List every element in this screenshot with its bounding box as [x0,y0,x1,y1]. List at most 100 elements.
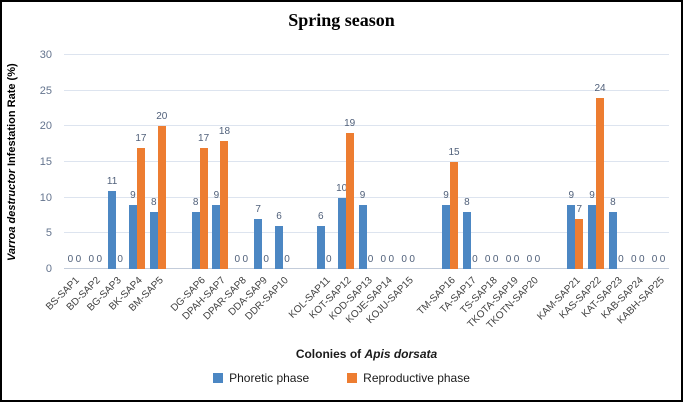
bar [450,162,459,269]
y-axis-title-italic: Varroa destructor [6,168,18,261]
bar-label: 0 [526,254,533,265]
bar-label: 0 [534,254,541,265]
y-tick-label: 10 [39,191,52,204]
y-tick-label: 30 [39,49,52,61]
bar [345,133,354,269]
bar-label: 0 [492,254,499,265]
plot-area: 0 0 BS-SAP1 0 0 BD-SAP2 11 0 BG-SAP3 9 17 BK-SAP4 8 2… [45,54,669,331]
bar-label: 8 [610,197,616,208]
legend-item-reproductive: Reproductive phase [347,371,470,385]
bar-label: 8 [192,197,199,208]
y-tick-label: 25 [39,84,52,97]
bar-label: 0 [242,254,249,265]
bar-label: 9 [130,190,136,201]
y-axis-tick-labels: 0 5 10 15 20 25 30 [24,49,58,275]
y-tick-label: 5 [45,227,52,240]
legend-swatch-phoretic-icon [213,373,224,383]
bar-label: 0 [326,254,332,265]
legend-swatch-reproductive-icon [347,373,358,383]
bar [108,191,117,269]
bar-label: 0 [88,254,95,265]
bar-label: 9 [213,190,220,201]
legend-label-reproductive: Reproductive phase [363,371,470,385]
bar-label: 11 [106,176,118,187]
chart-title: Spring season [288,10,395,30]
bar [128,205,137,269]
bar-label: 0 [513,254,520,265]
y-axis-title-rest: Infestation Rate (%) [6,63,18,169]
bar-label: 17 [135,133,147,144]
bar [149,212,158,269]
bar [316,226,325,269]
bar-label: 8 [464,197,470,208]
bar-label: 6 [276,211,282,222]
bar-label: 0 [284,254,290,265]
bar [337,198,346,269]
bar-label: 9 [568,190,574,201]
bar-label: 9 [443,190,449,201]
bar [191,212,200,269]
bar [596,98,605,269]
bar [199,148,208,269]
legend-item-phoretic: Phoretic phase [213,371,309,385]
x-axis-title-prefix: Colonies of [295,347,365,361]
bar-label: 0 [618,254,624,265]
bar [608,212,617,269]
bar-label: 0 [263,254,269,265]
bar [358,205,367,269]
y-tick-label: 20 [39,120,52,133]
bar-label: 24 [594,83,606,94]
bar-label: 0 [651,254,658,265]
bar [274,226,283,269]
bar-label: 17 [198,133,210,144]
bar-label: 19 [344,118,356,129]
bar-label: 0 [388,254,395,265]
bar-label: 0 [630,254,637,265]
bar-label: 0 [505,254,512,265]
bar-label: 0 [67,254,74,265]
bar-label: 0 [472,254,478,265]
bar-label: 15 [448,147,460,158]
x-axis-title-italic: Apis dorsata [364,347,438,361]
bar-label: 9 [359,190,366,201]
x-axis-title: Colonies of Apis dorsata [64,347,669,361]
bar-label: 20 [156,111,168,122]
bar-label: 0 [659,254,666,265]
bar [254,219,263,269]
bar [567,205,576,269]
gridline [64,232,669,234]
bar [212,205,221,269]
bar-label: 6 [318,211,324,222]
bar-label: 7 [576,204,582,215]
gridline [64,89,669,91]
bar-label: 0 [367,254,374,265]
gridline [64,125,669,127]
gridline [64,196,669,198]
bar [157,126,166,269]
legend-label-phoretic: Phoretic phase [229,371,310,385]
bar-label: 7 [255,204,261,215]
y-tick-label: 0 [45,263,52,275]
bar [442,205,451,269]
bar [588,205,597,269]
bar-label: 0 [75,254,82,265]
bar-label: 0 [401,254,407,265]
bar-label: 0 [96,254,103,265]
bar-label: 0 [380,254,387,265]
x-axis-line [64,268,669,269]
bar [575,219,584,269]
bar-label: 9 [589,190,595,201]
y-tick-label: 15 [39,156,52,168]
gridline [64,54,669,55]
bar-label: 0 [484,254,491,265]
bar [136,148,145,269]
bar [462,212,471,269]
bar-label: 0 [409,254,415,265]
bar-label: 0 [234,254,241,265]
legend: Phoretic phase Reproductive phase [2,371,681,385]
bar-label: 0 [638,254,645,265]
bar-label: 8 [150,197,157,208]
bar-label: 10 [336,183,348,194]
bar-label: 0 [117,254,123,265]
